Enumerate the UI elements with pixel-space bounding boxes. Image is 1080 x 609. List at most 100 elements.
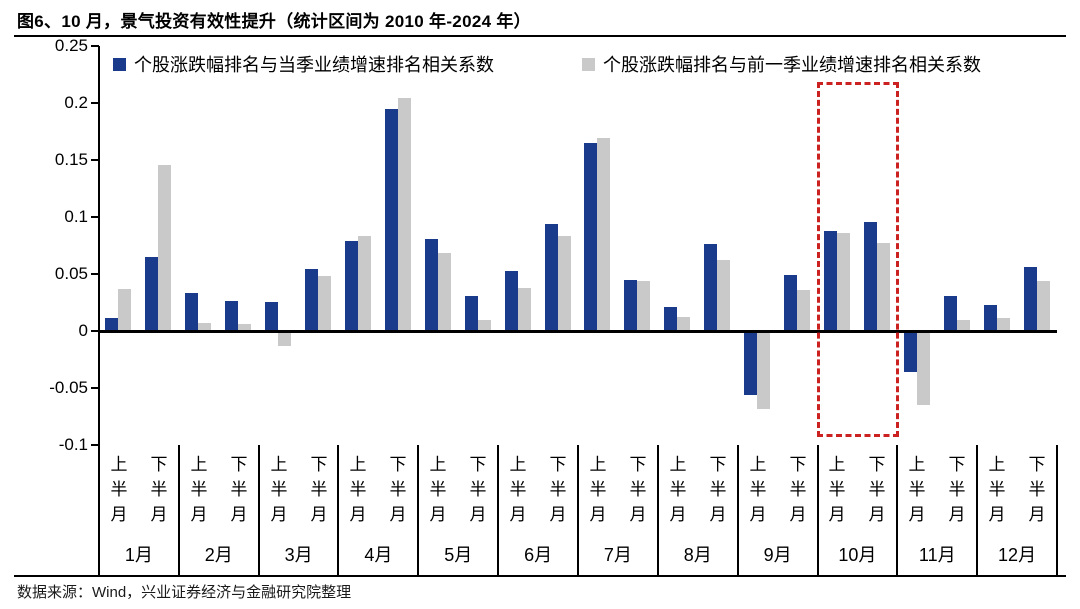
month-separator (178, 445, 180, 577)
half-month-label: 上半月 (908, 455, 926, 524)
y-axis-tick (91, 444, 99, 446)
bar-prev-m6-h1 (518, 288, 531, 331)
bar-prev-m9-h2 (797, 290, 810, 331)
bar-current-m11-h1 (904, 331, 917, 372)
legend-swatch-gray-icon (582, 57, 595, 71)
month-separator (417, 445, 419, 577)
y-axis-tick (91, 45, 99, 47)
month-label: 5月 (444, 545, 473, 565)
half-month-label: 上半月 (429, 455, 447, 524)
bar-prev-m3-h1 (278, 331, 291, 346)
half-month-label: 上半月 (110, 455, 128, 524)
bar-prev-m4-h1 (358, 236, 371, 331)
bar-current-m12-h1 (984, 305, 997, 331)
bar-prev-m1-h2 (158, 165, 171, 331)
zero-baseline (99, 330, 1057, 333)
bar-current-m10-h2 (864, 222, 877, 331)
month-separator (976, 445, 978, 577)
bar-prev-m5-h1 (438, 253, 451, 331)
month-separator (737, 445, 739, 577)
half-month-label: 下半月 (310, 455, 328, 524)
month-label: 1月 (124, 545, 153, 565)
bar-current-m9-h2 (784, 275, 797, 331)
bar-prev-m4-h2 (398, 98, 411, 331)
month-label: 3月 (284, 545, 313, 565)
bar-current-m5-h1 (425, 239, 438, 331)
legend-swatch-blue-icon (113, 57, 126, 71)
half-month-label: 下半月 (150, 455, 168, 524)
bar-current-m3-h1 (265, 302, 278, 331)
bar-prev-m10-h2 (877, 243, 890, 331)
source-note: 数据来源：Wind，兴业证券经济与金融研究院整理 (17, 584, 352, 601)
month-label: 10月 (838, 545, 877, 565)
half-month-label: 下半月 (868, 455, 886, 524)
half-month-label: 下半月 (629, 455, 647, 524)
y-axis-tick-label: -0.05 (49, 378, 88, 397)
bar-current-m8-h2 (704, 244, 717, 331)
half-month-label: 下半月 (789, 455, 807, 524)
month-separator (337, 445, 339, 577)
bar-prev-m11-h1 (917, 331, 930, 405)
bar-current-m3-h2 (305, 269, 318, 331)
bar-current-m7-h1 (584, 143, 597, 331)
month-label: 12月 (998, 545, 1037, 565)
bar-current-m7-h2 (624, 280, 637, 331)
half-month-label: 上半月 (349, 455, 367, 524)
highlight-box-october (817, 82, 899, 437)
bar-current-m9-h1 (744, 331, 757, 395)
month-label: 6月 (524, 545, 553, 565)
y-axis-tick-label: -0.1 (58, 435, 88, 454)
half-month-label: 上半月 (509, 455, 527, 524)
half-month-label: 下半月 (549, 455, 567, 524)
y-axis-tick (91, 387, 99, 389)
half-month-label: 上半月 (669, 455, 687, 524)
bar-current-m6-h2 (545, 224, 558, 331)
bar-current-m11-h2 (944, 296, 957, 331)
bar-prev-m9-h1 (757, 331, 770, 409)
bar-prev-m12-h2 (1037, 281, 1050, 331)
month-separator (577, 445, 579, 577)
bar-current-m1-h2 (145, 257, 158, 331)
bar-prev-m6-h2 (558, 236, 571, 331)
bar-current-m4-h1 (345, 241, 358, 331)
month-separator (657, 445, 659, 577)
half-month-label: 下半月 (709, 455, 727, 524)
month-separator (258, 445, 260, 577)
legend-item-current-quarter: 个股涨跌幅排名与当季业绩增速排名相关系数 (113, 51, 494, 77)
half-month-label: 下半月 (948, 455, 966, 524)
figure-title: 图6、10 月，景气投资有效性提升（统计区间为 2010 年-2024 年） (17, 12, 531, 31)
month-separator (1056, 445, 1058, 577)
legend-label-previous-quarter: 个股涨跌幅排名与前一季业绩增速排名相关系数 (603, 55, 981, 75)
half-month-label: 上半月 (828, 455, 846, 524)
half-month-label: 上半月 (749, 455, 767, 524)
y-axis-tick-label: 0 (78, 321, 88, 340)
month-separator (497, 445, 499, 577)
month-label: 9月 (763, 545, 792, 565)
y-axis-tick-label: 0.05 (54, 264, 88, 283)
bar-prev-m8-h2 (717, 260, 730, 331)
half-month-label: 下半月 (230, 455, 248, 524)
month-label: 8月 (683, 545, 712, 565)
bar-prev-m1-h1 (118, 289, 131, 331)
half-month-label: 下半月 (469, 455, 487, 524)
title-divider (14, 35, 1066, 37)
legend-label-current-quarter: 个股涨跌幅排名与当季业绩增速排名相关系数 (134, 55, 494, 75)
bar-prev-m7-h2 (637, 281, 650, 331)
bar-prev-m11-h2 (957, 320, 970, 331)
y-axis-tick (91, 102, 99, 104)
y-axis-tick (91, 159, 99, 161)
y-axis-tick-label: 0.15 (54, 150, 88, 169)
month-separator (896, 445, 898, 577)
bar-current-m8-h1 (664, 307, 677, 331)
half-month-label: 下半月 (1028, 455, 1046, 524)
bar-current-m2-h2 (225, 301, 238, 331)
bar-prev-m3-h2 (318, 276, 331, 331)
half-month-label: 上半月 (270, 455, 288, 524)
bar-prev-m7-h1 (597, 138, 610, 331)
bar-prev-m8-h1 (677, 317, 690, 331)
y-axis-tick (91, 216, 99, 218)
bar-current-m4-h2 (385, 109, 398, 331)
bar-prev-m5-h2 (478, 320, 491, 331)
